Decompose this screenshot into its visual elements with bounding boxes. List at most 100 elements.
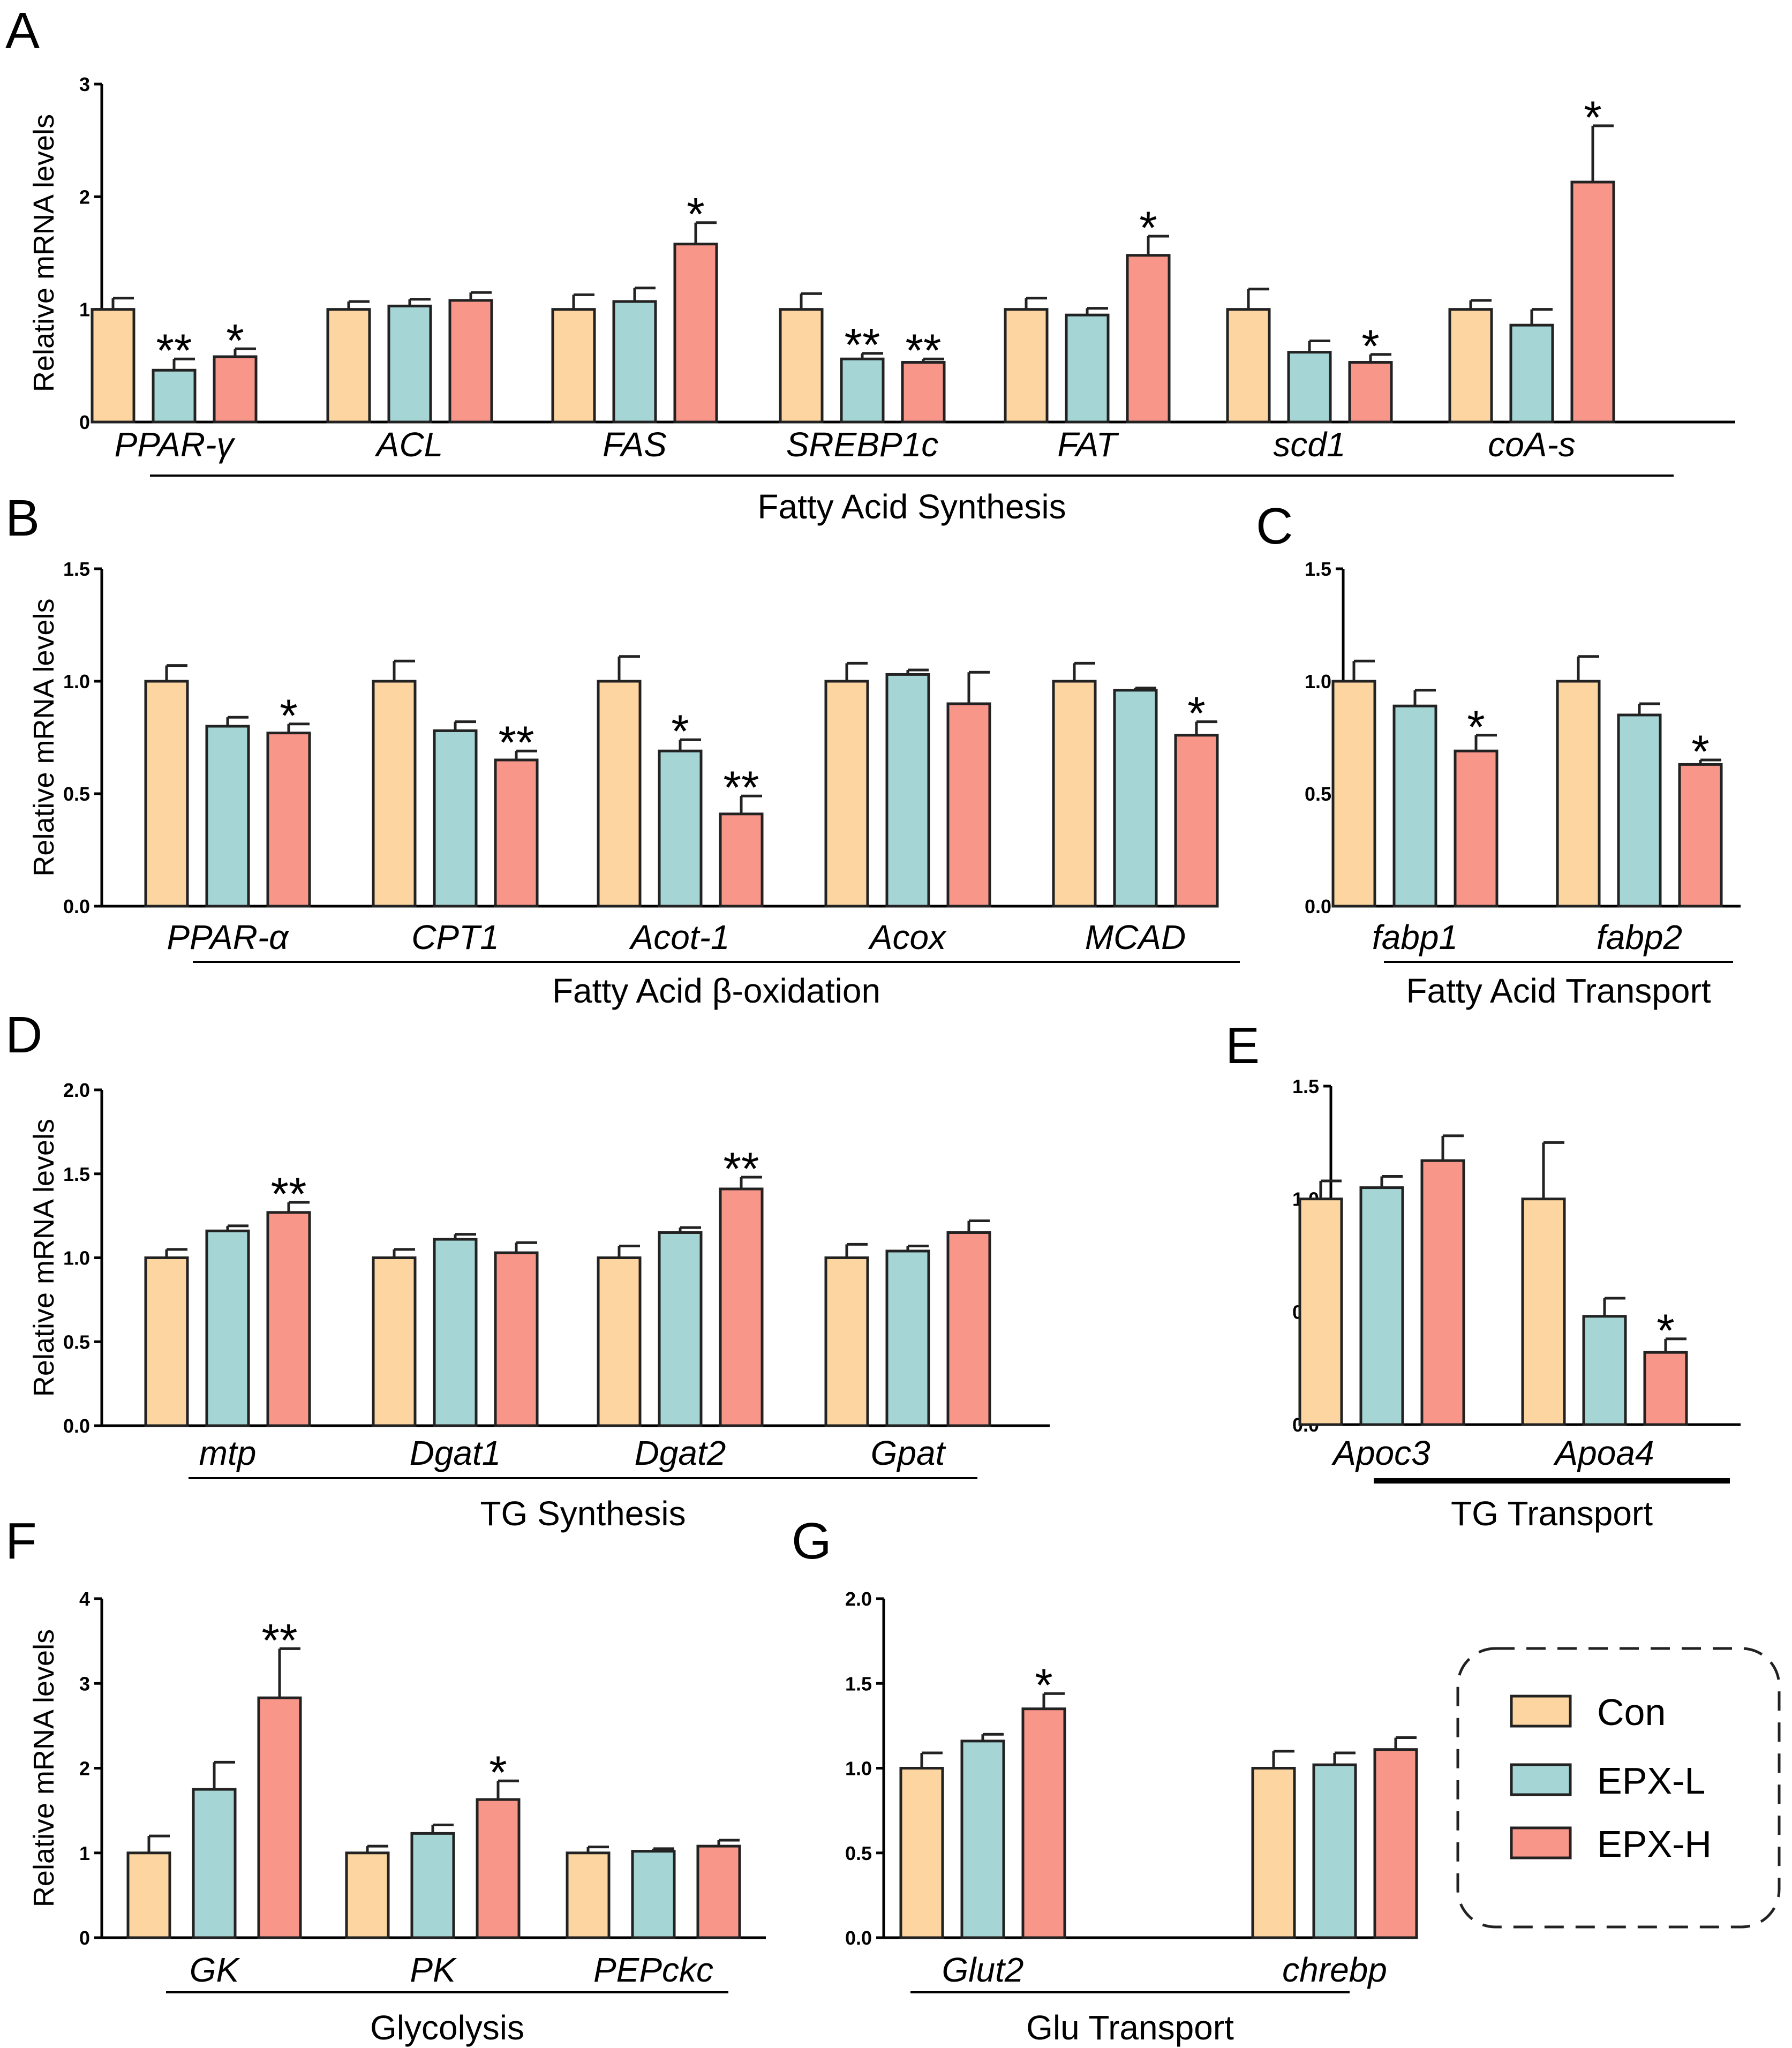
bar-epx-l (1392, 704, 1437, 908)
bar-epx-h (719, 812, 764, 908)
bar-epx-h (946, 1231, 991, 1427)
y-tick-label: 0.0 (845, 1927, 872, 1949)
bar-epx-h (696, 1844, 741, 1939)
bar-epx-l (612, 300, 657, 424)
bar-con (372, 1256, 417, 1427)
bar-epx-h (1454, 749, 1499, 908)
gene-label: ACL (374, 425, 443, 464)
bar-epx-l (152, 368, 197, 424)
gene-label: mtp (199, 1434, 257, 1472)
y-tick-label: 3 (79, 73, 90, 95)
significance-marker: * (226, 315, 244, 366)
gene-label: Glut2 (942, 1951, 1024, 1989)
bar-con (824, 1256, 869, 1427)
bar-epx-l (885, 673, 930, 908)
group-label: Glycolysis (370, 2008, 524, 2047)
bar-con (372, 680, 417, 908)
bar-epx-l (960, 1740, 1005, 1939)
bar-con (1521, 1198, 1566, 1426)
y-tick-label: 0.5 (845, 1842, 872, 1864)
bar-con (126, 1851, 171, 1939)
gene-label: PK (410, 1951, 457, 1989)
gene-label: fabp2 (1597, 918, 1682, 957)
gene-label: GK (190, 1951, 241, 1989)
gene-label: Gpat (871, 1434, 946, 1472)
gene-label: CPT1 (411, 918, 499, 957)
panel-F: F Relative mRNA levels 0 1 2 3 4 ** GK * PK PEPckc G… (5, 1512, 766, 2047)
bar-epx-l (410, 1832, 455, 1939)
y-axis-label: Relative mRNA levels (28, 1629, 60, 1907)
gene-label: chrebp (1282, 1951, 1387, 1989)
gene-label: Acot-1 (629, 918, 730, 957)
gene-label: PEPckc (593, 1951, 713, 1989)
bar-epx-h (494, 758, 539, 908)
gene-label: SREBP1c (786, 425, 939, 464)
bar-con (597, 1256, 642, 1427)
group-label: Glu Transport (1026, 2008, 1234, 2047)
bar-epx-h (673, 243, 718, 424)
y-axis-label: Relative mRNA levels (28, 598, 60, 876)
bar-epx-h (448, 299, 493, 424)
y-tick-label: 3 (79, 1673, 90, 1695)
significance-marker: * (1139, 202, 1157, 254)
legend: Con EPX-L EPX-H (1456, 1647, 1781, 1929)
significance-marker: * (1657, 1305, 1674, 1357)
panel-letter: F (5, 1512, 37, 1570)
y-tick-label: 1.5 (845, 1673, 872, 1695)
bar-epx-h (266, 732, 311, 908)
significance-marker: ** (845, 320, 880, 371)
y-tick-label: 0.5 (63, 783, 90, 805)
y-tick-label: 2 (79, 186, 90, 208)
bar-epx-h (1021, 1707, 1066, 1939)
y-tick-label: 0 (79, 1927, 90, 1949)
group-label: TG Transport (1451, 1494, 1653, 1533)
y-tick-label: 2.0 (63, 1079, 90, 1101)
bar-epx-l (1065, 313, 1110, 424)
y-tick-label: 4 (79, 1588, 90, 1610)
bar-con (144, 1256, 189, 1427)
bar-con (566, 1851, 611, 1939)
bar-epx-h (946, 702, 991, 908)
bar-epx-l (840, 357, 885, 424)
gene-label: FAS (603, 425, 667, 464)
bar-con (597, 680, 642, 908)
bar-epx-l (658, 1231, 703, 1427)
y-tick-label: 0.0 (1305, 895, 1331, 917)
gene-label: MCAD (1085, 918, 1186, 957)
bar-con (1331, 680, 1376, 908)
legend-label-epx-l: EPX-L (1597, 1760, 1705, 1802)
bar-epx-l (1359, 1186, 1404, 1426)
group-label: TG Synthesis (480, 1494, 686, 1533)
significance-marker: * (1187, 688, 1205, 740)
group-label: Fatty Acid β-oxidation (552, 972, 880, 1010)
panel-G: G 0.0 0.5 1.0 1.5 2.0 * Glut2 chrebp Glu Transpor… (792, 1512, 1418, 2047)
bar-con (1298, 1198, 1343, 1426)
bar-epx-l (631, 1850, 676, 1939)
bar-con (144, 680, 189, 908)
gene-label: Apoa4 (1553, 1434, 1654, 1472)
bar-epx-l (205, 725, 250, 908)
bar-epx-h (266, 1211, 311, 1427)
bar-epx-h (901, 361, 946, 424)
significance-marker: * (1691, 726, 1709, 778)
gene-label: Acox (868, 918, 947, 957)
y-tick-label: 0 (79, 411, 90, 433)
bar-epx-h (476, 1798, 521, 1939)
y-tick-label: 1.0 (63, 671, 90, 692)
bar-con (1052, 680, 1097, 908)
bar-con (1448, 308, 1493, 424)
panel-letter: G (792, 1512, 832, 1570)
significance-marker: * (1361, 321, 1379, 372)
bar-epx-l (1617, 713, 1662, 908)
bar-epx-l (1509, 323, 1554, 424)
gene-label: FAT (1057, 425, 1119, 464)
significance-marker: ** (724, 1143, 759, 1195)
bar-epx-h (1373, 1748, 1418, 1939)
bar-epx-h (719, 1187, 764, 1427)
significance-marker: * (1584, 92, 1601, 144)
bar-epx-h (1348, 361, 1393, 424)
significance-marker: * (1035, 1660, 1052, 1711)
